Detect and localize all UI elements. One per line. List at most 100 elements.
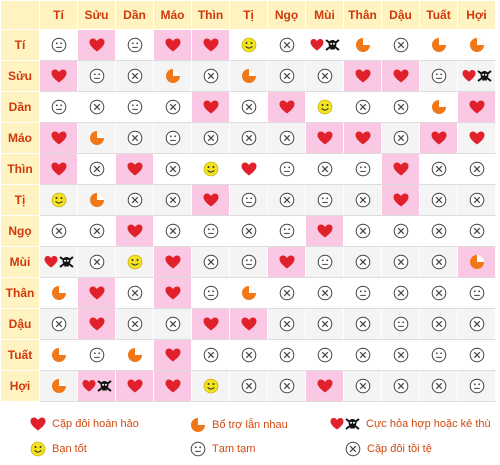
heart-icon <box>89 315 105 332</box>
legend-label: Tạm tạm <box>212 443 256 455</box>
table-cell <box>153 277 192 309</box>
table-cell <box>457 29 496 61</box>
neutral-face-icon <box>355 160 371 177</box>
table-cell <box>115 60 154 92</box>
table-cell <box>267 184 306 216</box>
table-cell <box>115 339 154 371</box>
table-cell <box>115 91 154 123</box>
neutral-face-icon <box>279 160 295 177</box>
row-header: Máo <box>0 122 40 154</box>
table-row: Tuất <box>0 339 496 371</box>
table-cell <box>229 339 268 371</box>
table-cell <box>267 60 306 92</box>
table-cell <box>153 370 192 402</box>
table-cell <box>39 308 78 340</box>
x-circle-icon <box>279 36 295 53</box>
legend-item-bad: Cặp đôi tồi tệ <box>345 441 432 457</box>
table-row: Dậu <box>0 308 496 340</box>
table-cell <box>267 29 306 61</box>
heart-icon <box>431 129 447 146</box>
x-circle-icon <box>165 191 181 208</box>
heart-icon <box>51 67 67 84</box>
heart-icon <box>30 417 52 431</box>
heart-skull-icon <box>462 67 492 84</box>
header-row: Tí Sửu Dần Máo Thìn Tị Ngọ Mùi Thân Dậu … <box>0 0 496 30</box>
table-cell <box>77 246 116 278</box>
table-cell <box>39 339 78 371</box>
heart-icon <box>203 36 219 53</box>
col-header: Tị <box>229 0 268 30</box>
heart-icon <box>469 129 485 146</box>
neutral-face-icon <box>355 284 371 301</box>
quarter-pie-icon <box>51 284 67 301</box>
table-cell <box>457 60 496 92</box>
neutral-face-icon <box>431 67 447 84</box>
x-circle-icon <box>431 160 447 177</box>
table-cell <box>305 60 344 92</box>
table-cell <box>419 122 458 154</box>
x-circle-icon <box>241 129 257 146</box>
x-circle-icon <box>431 284 447 301</box>
table-cell <box>153 122 192 154</box>
table-cell <box>419 246 458 278</box>
heart-icon <box>317 222 333 239</box>
legend-label: Cặp đôi hoàn hảo <box>52 418 139 430</box>
quarter-pie-icon <box>190 417 212 433</box>
x-circle-icon <box>241 222 257 239</box>
table-cell <box>457 153 496 185</box>
table-cell <box>115 153 154 185</box>
table-row: Hợi <box>0 370 496 402</box>
x-circle-icon <box>203 253 219 270</box>
table-cell <box>229 277 268 309</box>
row-header: Hợi <box>0 370 40 402</box>
table-cell <box>229 60 268 92</box>
row-header: Thìn <box>0 153 40 185</box>
col-header: Hợi <box>457 0 496 30</box>
neutral-face-icon <box>165 129 181 146</box>
neutral-face-icon <box>127 98 143 115</box>
col-header: Tí <box>39 0 78 30</box>
table-cell <box>115 215 154 247</box>
table-cell <box>381 339 420 371</box>
table-row: Sửu <box>0 60 496 92</box>
row-header: Tị <box>0 184 40 216</box>
table-cell <box>381 308 420 340</box>
table-cell <box>419 91 458 123</box>
x-circle-icon <box>393 377 409 394</box>
table-cell <box>267 122 306 154</box>
table-cell <box>191 308 230 340</box>
quarter-pie-icon <box>431 98 447 115</box>
x-circle-icon <box>203 129 219 146</box>
table-cell <box>115 184 154 216</box>
x-circle-icon <box>89 98 105 115</box>
x-circle-icon <box>355 346 371 363</box>
x-circle-icon <box>393 222 409 239</box>
neutral-face-icon <box>279 222 295 239</box>
heart-icon <box>203 191 219 208</box>
table-cell <box>305 153 344 185</box>
table-cell <box>77 29 116 61</box>
x-circle-icon <box>317 315 333 332</box>
heart-icon <box>393 191 409 208</box>
quarter-pie-icon <box>51 346 67 363</box>
col-header: Mùi <box>305 0 344 30</box>
table-cell <box>229 91 268 123</box>
heart-icon <box>393 160 409 177</box>
heart-icon <box>355 129 371 146</box>
quarter-pie-icon <box>165 67 181 84</box>
heart-icon <box>203 315 219 332</box>
table-cell <box>381 91 420 123</box>
col-header: Dần <box>115 0 154 30</box>
x-circle-icon <box>355 191 371 208</box>
neutral-face-icon <box>393 315 409 332</box>
table-cell <box>229 153 268 185</box>
table-cell <box>419 60 458 92</box>
x-circle-icon <box>127 129 143 146</box>
row-header: Tí <box>0 29 40 61</box>
heart-icon <box>279 98 295 115</box>
x-circle-icon <box>203 346 219 363</box>
table-cell <box>39 277 78 309</box>
x-circle-icon <box>469 191 485 208</box>
table-cell <box>457 91 496 123</box>
neutral-face-icon <box>469 377 485 394</box>
